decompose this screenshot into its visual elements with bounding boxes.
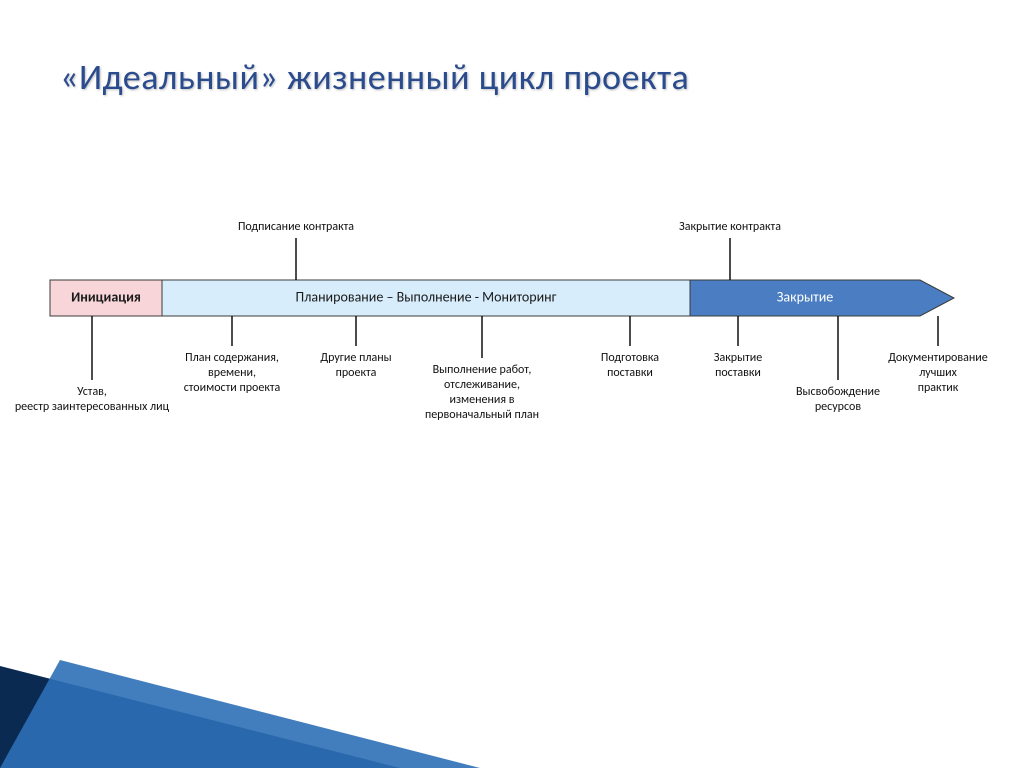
svg-text:Документированиелучшихпрактик: Документированиелучшихпрактик — [888, 351, 988, 395]
svg-text:Устав,реестр заинтересованных: Устав,реестр заинтересованных лиц — [15, 385, 170, 414]
svg-text:Закрытие контракта: Закрытие контракта — [679, 220, 781, 234]
svg-text:Планирование – Выполнение - Мо: Планирование – Выполнение - Мониторинг — [296, 288, 557, 305]
svg-text:Выполнение работ,отслеживание,: Выполнение работ,отслеживание,изменения … — [425, 363, 539, 422]
svg-text:Другие планыпроекта: Другие планыпроекта — [320, 351, 391, 380]
svg-text:Подписание контракта: Подписание контракта — [238, 220, 354, 234]
timeline-diagram: Инициация Планирование – Выполнение - Мон… — [0, 0, 1024, 768]
svg-text:План содержания,времени,стоимо: План содержания,времени,стоимости проект… — [184, 351, 281, 395]
slide-canvas: «Идеальный» жизненный цикл проекта Иници… — [0, 0, 1024, 768]
svg-text:Закрытиепоставки: Закрытиепоставки — [714, 351, 762, 380]
svg-text:Высвобождениересурсов: Высвобождениересурсов — [796, 385, 880, 414]
svg-text:Закрытие: Закрытие — [777, 288, 833, 305]
svg-text:Инициация: Инициация — [71, 288, 141, 305]
svg-text:Подготовкапоставки: Подготовкапоставки — [601, 351, 659, 380]
